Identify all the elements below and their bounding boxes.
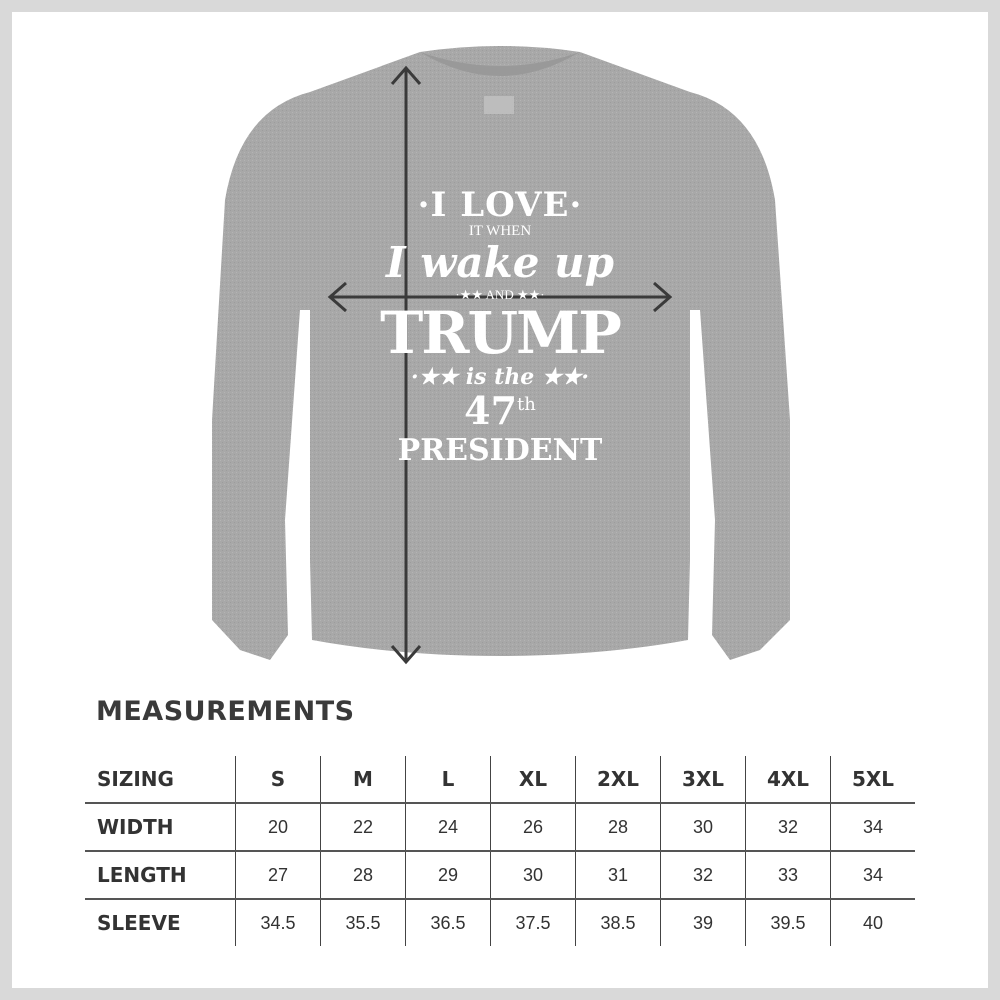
table-cell: 22: [320, 802, 406, 851]
table-cell: 32: [660, 850, 746, 899]
table-cell: 40: [830, 898, 915, 946]
print-line: PRESIDENT: [397, 433, 603, 468]
table-cell: 32: [745, 802, 831, 851]
print-line: ·I LOVE·: [417, 185, 583, 225]
table-row: WIDTH 20 22 24 26 28 30 32 34: [85, 802, 915, 851]
table-row: SLEEVE 34.5 35.5 36.5 37.5 38.5 39 39.5 40: [85, 898, 915, 946]
table-row: LENGTH 27 28 29 30 31 32 33 34: [85, 850, 915, 899]
table-cell: 34: [830, 802, 915, 851]
sweatshirt-body: [212, 46, 790, 660]
measure-arrows: [327, 65, 673, 665]
size-header: 4XL: [745, 756, 831, 803]
print-line: I wake up: [386, 238, 614, 287]
table-cell: 37.5: [490, 898, 576, 946]
table-cell: 31: [575, 850, 661, 899]
measurements-title: MEASUREMENTS: [96, 696, 355, 727]
size-header: XL: [490, 756, 576, 803]
collar: [420, 52, 580, 76]
table-cell: 20: [235, 802, 321, 851]
size-chart-table: SIZING S M L XL 2XL 3XL 4XL 5XL WIDTH 20 22 24 26 28 30…: [85, 756, 915, 946]
table-cell: 34: [830, 850, 915, 899]
table-cell: 30: [490, 850, 576, 899]
print-line: TRUMP: [380, 299, 622, 367]
size-header: 2XL: [575, 756, 661, 803]
neck-label: [484, 96, 514, 114]
size-header: 5XL: [830, 756, 915, 803]
table-cell: 29: [405, 850, 491, 899]
header-label: SIZING: [97, 767, 174, 791]
table-cell: 28: [575, 802, 661, 851]
table-cell: 27: [235, 850, 321, 899]
table-cell: 30: [660, 802, 746, 851]
size-header: 3XL: [660, 756, 746, 803]
table-cell: 36.5: [405, 898, 491, 946]
print-line: ·★★ is the ★★·: [410, 364, 590, 390]
table-cell: 35.5: [320, 898, 406, 946]
sweatshirt-image: [212, 46, 790, 665]
table-cell: 24: [405, 802, 491, 851]
shirt-print: ·I LOVE· IT WHEN I wake up ·★★ AND ★★· T…: [360, 180, 640, 500]
table-header-row: SIZING S M L XL 2XL 3XL 4XL 5XL: [85, 756, 915, 803]
row-label: WIDTH: [85, 802, 236, 851]
row-label: LENGTH: [85, 850, 236, 899]
print-number: 47: [464, 388, 518, 433]
print-suffix: th: [517, 394, 536, 415]
print-line: 47th: [360, 392, 640, 430]
table-cell: 39: [660, 898, 746, 946]
print-line: ·★★ AND ★★·: [455, 287, 545, 302]
table-cell: 38.5: [575, 898, 661, 946]
print-line: IT WHEN: [468, 223, 532, 239]
size-header: S: [235, 756, 321, 803]
table-cell: 39.5: [745, 898, 831, 946]
table-cell: 28: [320, 850, 406, 899]
size-header: M: [320, 756, 406, 803]
table-cell: 26: [490, 802, 576, 851]
size-header: L: [405, 756, 491, 803]
table-cell: 33: [745, 850, 831, 899]
table-cell: 34.5: [235, 898, 321, 946]
row-label: SLEEVE: [85, 898, 236, 946]
